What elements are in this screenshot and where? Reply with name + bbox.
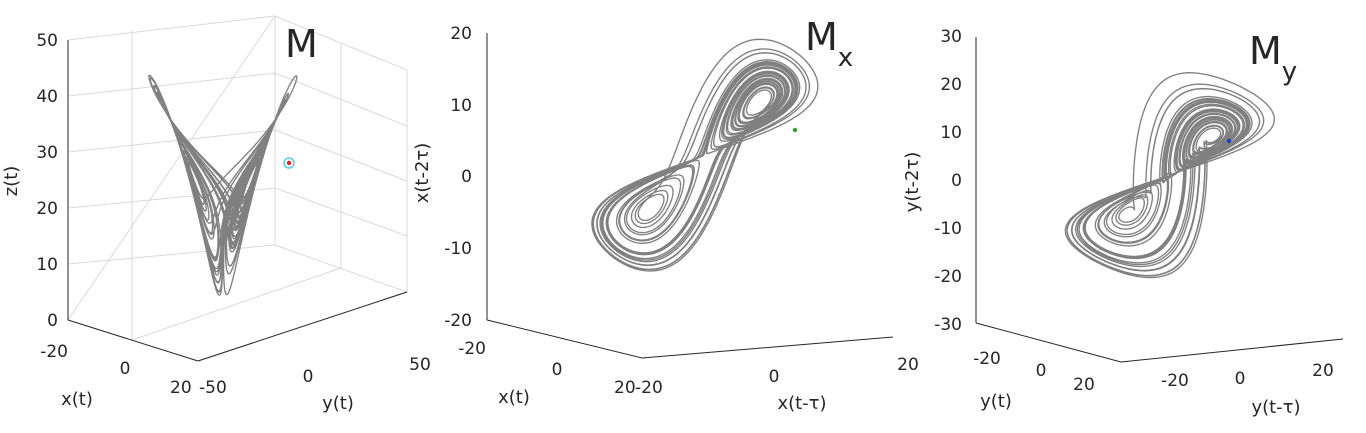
panel-m-xtick: 20 bbox=[170, 378, 192, 398]
panel-m-xtick: 0 bbox=[120, 359, 131, 379]
panel-my-ztick: -20 bbox=[934, 267, 962, 287]
panel-m-ytick: -50 bbox=[199, 378, 227, 398]
panel-m-zlabel: z(t) bbox=[1, 166, 22, 197]
panel-mx-ytick: 20 bbox=[897, 355, 919, 375]
panel-mx-xtick: 0 bbox=[552, 360, 563, 380]
panel-my-ytick: -20 bbox=[1161, 371, 1189, 391]
panel-mx-trajectory bbox=[591, 38, 819, 272]
panel-mx-ztick: 10 bbox=[450, 96, 472, 116]
panel-my-xtick: 20 bbox=[1073, 375, 1095, 395]
panel-m-xtick: -20 bbox=[40, 342, 68, 362]
panel-m-ytick: 0 bbox=[303, 367, 314, 387]
panel-my-ztick: 0 bbox=[951, 171, 962, 191]
panel-my-axes bbox=[975, 37, 1344, 363]
panel-my-ylabel: y(t-τ) bbox=[1251, 397, 1300, 418]
panel-my-ticks: 30 20 10 0 -10 -20 -30 -20 0 20 -20 0 20… bbox=[902, 27, 1334, 418]
panel-m-title: M bbox=[285, 22, 318, 66]
panel-m-ztick: 20 bbox=[36, 199, 58, 219]
panel-mx-ylabel: x(t-τ) bbox=[777, 393, 826, 414]
panel-mx-title: Mx bbox=[805, 15, 853, 73]
panel-m-ztick: 0 bbox=[47, 311, 58, 331]
panel-mx-ticks: 20 10 0 -10 -20 -20 0 20 -20 0 20 x(t-2τ… bbox=[412, 24, 919, 414]
panel-m-ztick: 40 bbox=[36, 87, 58, 107]
panel-m-ztick: 30 bbox=[36, 143, 58, 163]
panel-my-ztick: 20 bbox=[940, 75, 962, 95]
panel-mx-marker-point bbox=[792, 127, 798, 133]
panel-mx-ztick: -10 bbox=[444, 239, 472, 259]
panel-my-ytick: 0 bbox=[1235, 369, 1246, 389]
panel-my-ytick: 20 bbox=[1312, 361, 1334, 381]
panel-mx-xlabel: x(t) bbox=[498, 387, 530, 408]
panel-mx-xtick: -20 bbox=[458, 339, 486, 359]
panel-my-marker-point bbox=[1226, 138, 1232, 144]
panel-my-ztick: 30 bbox=[940, 27, 962, 47]
panel-m-marker-point bbox=[286, 160, 292, 166]
panel-my-trajectory-line bbox=[1064, 72, 1275, 279]
panel-mx-zlabel: x(t-2τ) bbox=[412, 143, 433, 204]
panel-m-ticks: 50 40 30 20 10 0 -20 0 20 -50 0 50 z(t) … bbox=[1, 31, 431, 414]
panel-m-marker bbox=[283, 157, 295, 169]
panel-mx-xtick: 20 bbox=[614, 378, 636, 398]
panel-mx-trajectory-line bbox=[591, 38, 819, 272]
panel-my-ztick: 10 bbox=[940, 123, 962, 143]
panel-mx-ztick: 0 bbox=[461, 167, 472, 187]
panel-m-ytick: 50 bbox=[409, 355, 431, 375]
panel-m-trajectory bbox=[148, 74, 298, 296]
panel-mx-axes bbox=[486, 33, 894, 359]
panel-mx-ztick: 20 bbox=[450, 24, 472, 44]
panel-m-axes-box bbox=[67, 14, 409, 362]
panel-mx-ytick: -20 bbox=[635, 378, 663, 398]
panel-m-ylabel: y(t) bbox=[322, 393, 354, 414]
panel-m-ztick: 50 bbox=[36, 31, 58, 51]
panel-my-xlabel: y(t) bbox=[980, 391, 1012, 412]
panel-my-xtick: 0 bbox=[1036, 361, 1047, 381]
panel-my-ztick: -30 bbox=[934, 315, 962, 335]
panel-mx-ztick: -20 bbox=[444, 311, 472, 331]
panel-my-zlabel: y(t-2τ) bbox=[902, 152, 923, 213]
panel-m-trajectory-line bbox=[148, 74, 298, 296]
panel-my-xtick: -20 bbox=[973, 349, 1001, 369]
panel-mx-ytick: 0 bbox=[769, 367, 780, 387]
panel-m-axes bbox=[67, 40, 408, 362]
panel-m-ztick: 10 bbox=[36, 255, 58, 275]
panel-m-xlabel: x(t) bbox=[61, 389, 93, 410]
panel-my-title: My bbox=[1249, 29, 1297, 87]
panel-my-trajectory bbox=[1064, 72, 1275, 279]
panel-my-ztick: -10 bbox=[934, 219, 962, 239]
